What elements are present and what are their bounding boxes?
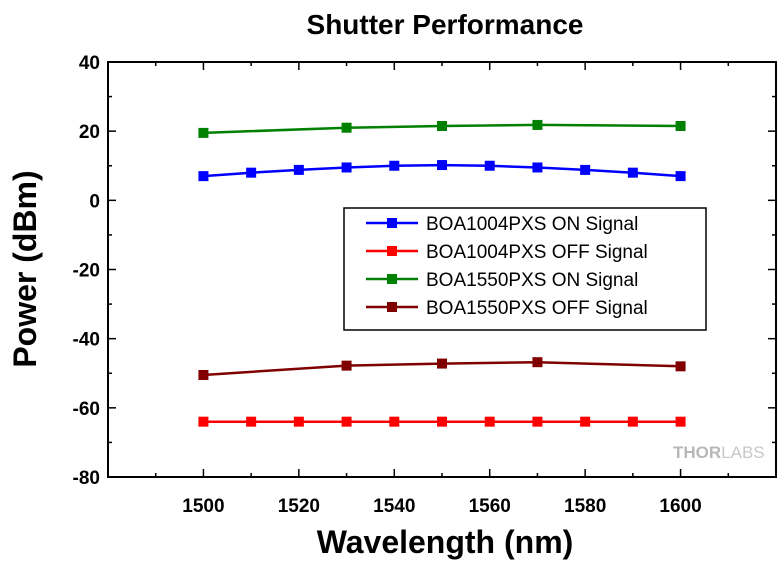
data-point	[198, 369, 209, 380]
series-2	[198, 416, 686, 427]
data-point	[341, 162, 352, 173]
data-point	[293, 164, 304, 175]
data-point	[341, 122, 352, 133]
chart-title: Shutter Performance	[307, 9, 584, 40]
watermark-labs: LABS	[721, 443, 764, 462]
legend-label: BOA1004PXS OFF Signal	[426, 242, 648, 263]
legend-marker	[387, 218, 397, 228]
data-point	[437, 358, 447, 369]
data-point	[532, 357, 543, 368]
legend-box	[343, 207, 707, 331]
data-point	[580, 164, 591, 175]
y-tick-label: 40	[79, 53, 100, 74]
x-tick-label: 1580	[564, 496, 606, 517]
x-tick-label: 1600	[659, 496, 701, 517]
legend: BOA1004PXS ON Signal BOA1004PXS OFF Signa…	[343, 207, 707, 331]
legend-label: BOA1550PXS OFF Signal	[426, 298, 648, 319]
data-point	[484, 160, 495, 171]
data-point	[246, 416, 257, 427]
data-point	[437, 416, 447, 427]
data-point	[198, 171, 209, 182]
data-point	[675, 120, 686, 131]
thorlabs-watermark: THORLABS	[673, 443, 765, 462]
series-layer	[198, 119, 686, 427]
data-point	[437, 120, 447, 131]
data-point	[675, 171, 686, 182]
y-tick-label: 20	[79, 122, 100, 143]
legend-label: BOA1550PXS ON Signal	[426, 270, 638, 291]
data-point	[484, 416, 495, 427]
data-point	[389, 160, 400, 171]
data-point	[293, 416, 304, 427]
svg-text:THORLABS: THORLABS	[673, 443, 765, 462]
data-point	[580, 416, 591, 427]
data-point	[675, 416, 686, 427]
y-tick-label: -40	[73, 330, 100, 351]
data-point	[341, 360, 352, 371]
y-axis-label: Power (dBm)	[7, 170, 43, 367]
y-tick-label: -20	[73, 261, 100, 282]
legend-marker	[387, 274, 397, 284]
data-point	[627, 167, 638, 178]
data-point	[198, 127, 209, 138]
x-tick-label: 1520	[278, 496, 320, 517]
watermark-thor: THOR	[673, 443, 721, 462]
series-3	[198, 119, 686, 138]
data-point	[532, 119, 543, 130]
x-tick-label: 1560	[469, 496, 511, 517]
legend-marker	[387, 302, 397, 312]
legend-label: BOA1004PXS ON Signal	[426, 214, 638, 235]
data-point	[532, 416, 543, 427]
x-tick-label: 1500	[182, 496, 224, 517]
data-point	[246, 167, 257, 178]
series-1	[198, 160, 686, 182]
y-tick-label: 0	[89, 191, 100, 212]
y-tick-label: -60	[73, 399, 100, 420]
data-point	[675, 361, 686, 372]
y-tick-label: -80	[73, 468, 100, 489]
data-point	[198, 416, 209, 427]
data-point	[437, 160, 447, 171]
data-point	[627, 416, 638, 427]
axis-ticks: 1500 1520 1540 1560 1580 1600 -80 -60 -40 -20 0 20 4…	[73, 53, 777, 517]
data-point	[341, 416, 352, 427]
x-axis-label: Wavelength (nm)	[317, 524, 574, 560]
data-point	[532, 162, 543, 173]
series-4	[198, 357, 686, 380]
x-tick-label: 1540	[373, 496, 415, 517]
legend-marker	[387, 246, 397, 256]
data-point	[389, 416, 400, 427]
